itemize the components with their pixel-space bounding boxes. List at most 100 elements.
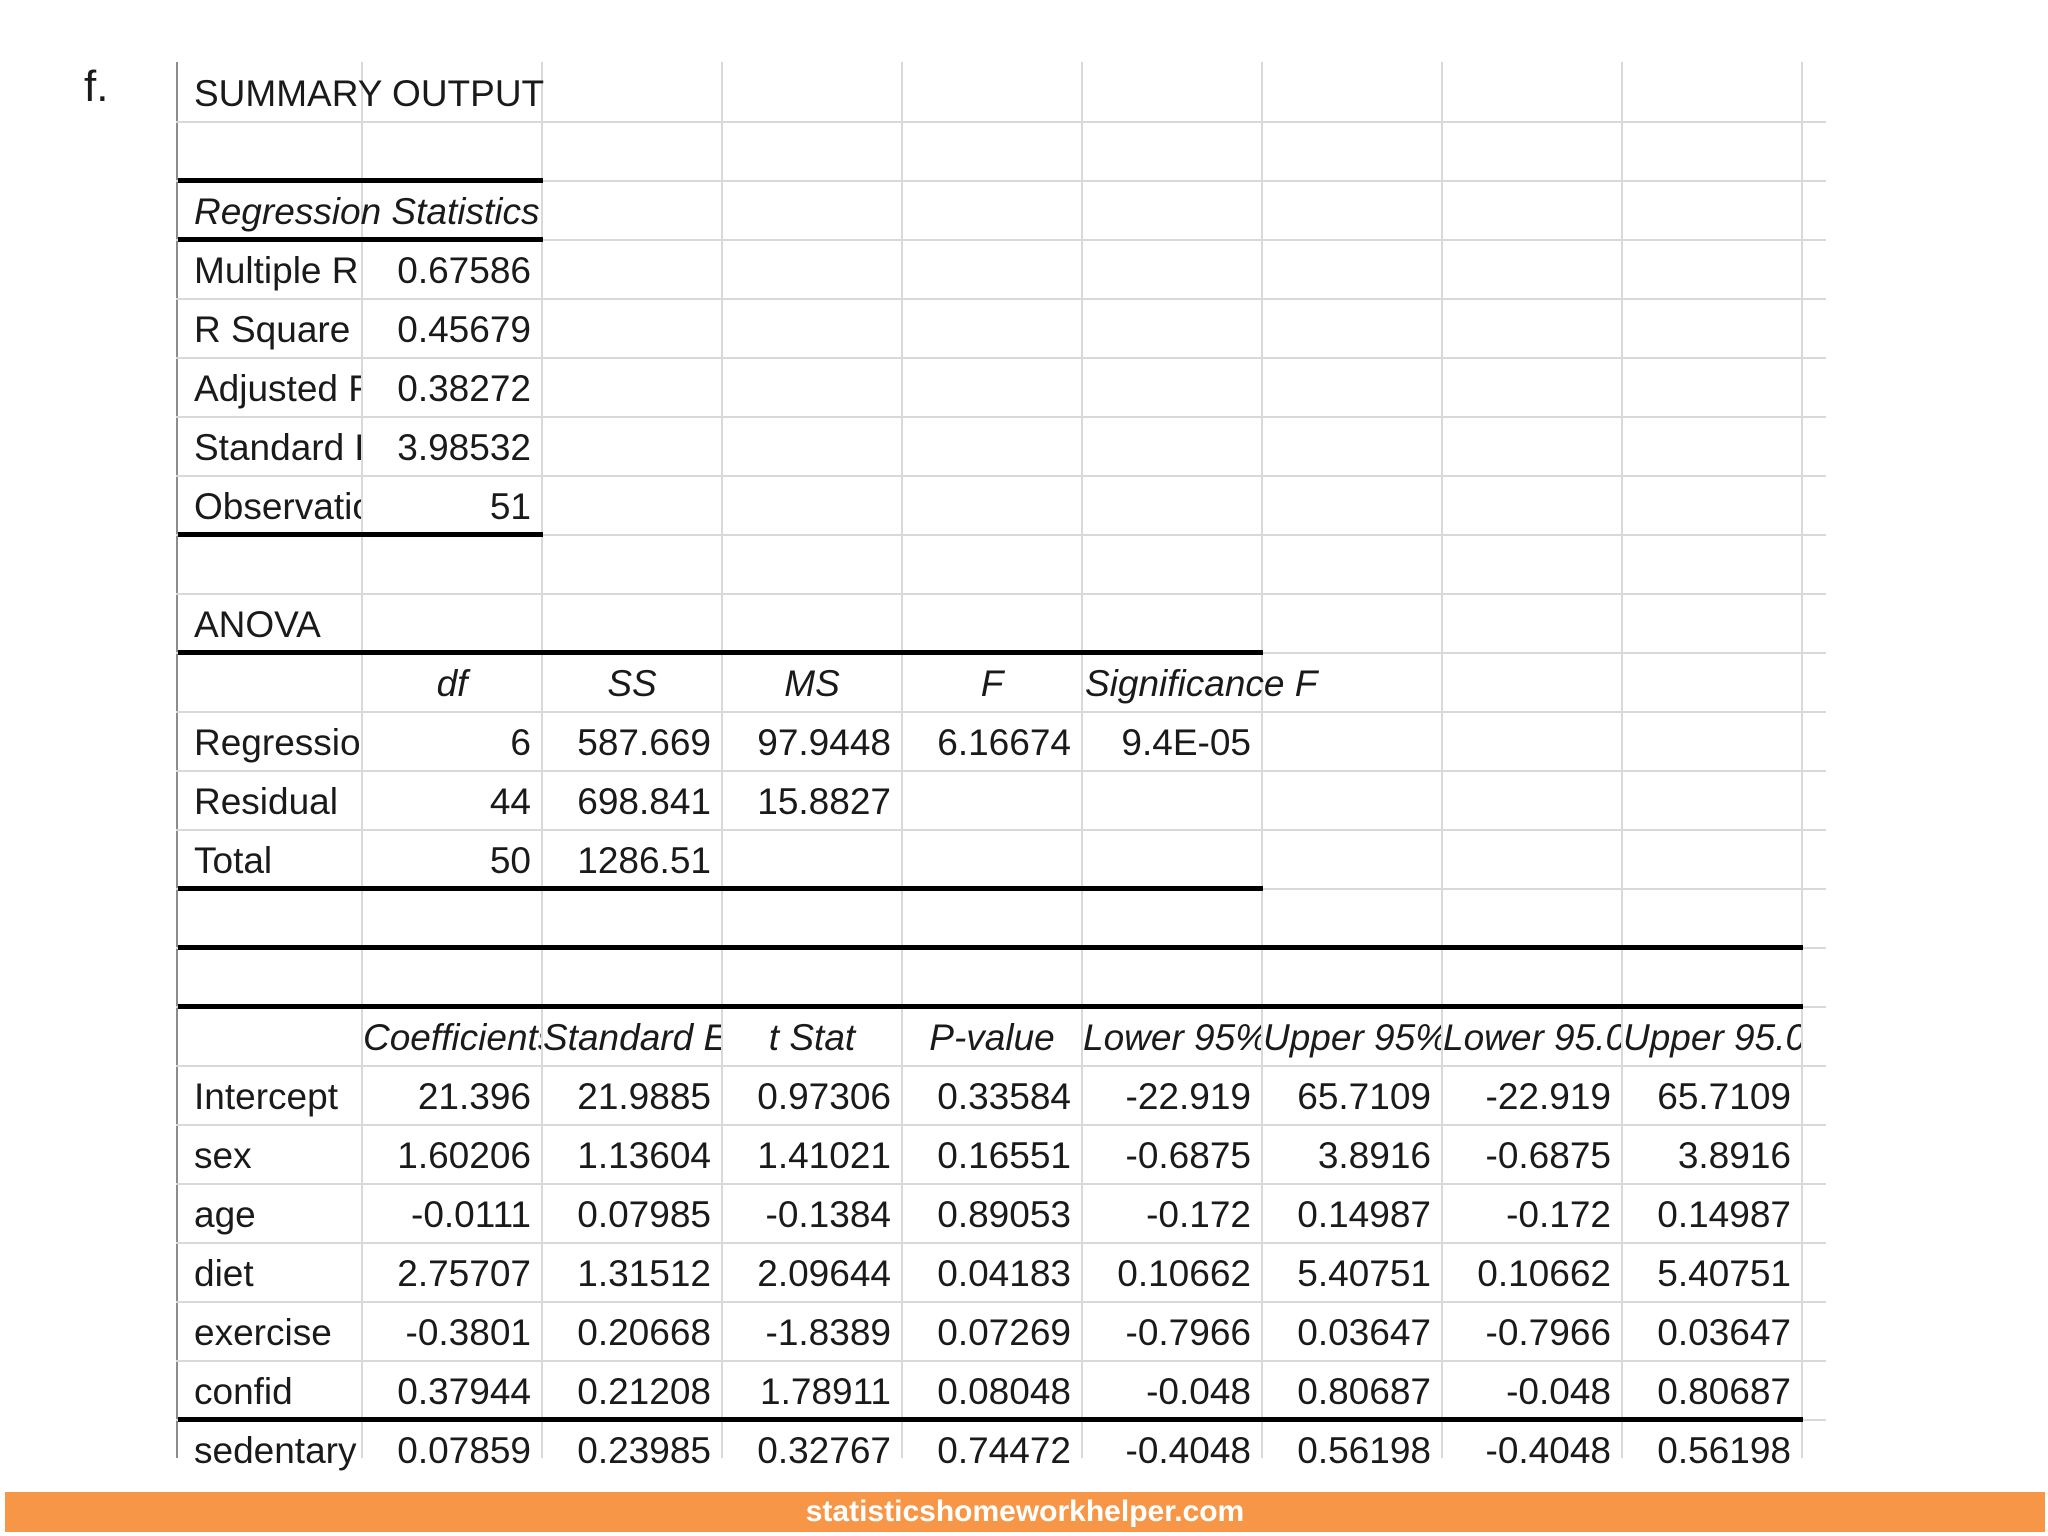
grid-row-line (176, 1065, 1826, 1067)
anova-cell: 50 (489, 840, 531, 881)
coefficient-row-label: age (194, 1194, 256, 1235)
grid-row-line (176, 1124, 1826, 1126)
stat-value: 51 (489, 486, 531, 527)
coefficient-cell: 0.89053 (937, 1194, 1071, 1235)
grid-row-line (176, 298, 1826, 300)
coefficient-cell: 65.7109 (1657, 1076, 1791, 1117)
coefficient-cell: 0.04183 (937, 1253, 1071, 1294)
coefficient-cell: -0.1384 (765, 1194, 892, 1235)
coefficient-cell: 0.32767 (757, 1430, 891, 1471)
coefficient-cell: 1.60206 (397, 1135, 531, 1176)
coefficients-header: Lower 95.0% (1443, 1017, 1621, 1058)
coefficient-cell: 0.20668 (577, 1312, 711, 1353)
coefficient-cell: 1.31512 (577, 1253, 711, 1294)
grid-column-line (541, 62, 543, 1458)
table-border (178, 532, 543, 537)
coefficient-row-label: exercise (194, 1312, 332, 1353)
stat-label: Multiple R (194, 250, 359, 291)
coefficient-row-label: diet (194, 1253, 254, 1294)
coefficient-cell: -22.919 (1125, 1076, 1252, 1117)
grid-column-line (1081, 62, 1083, 1458)
table-border (178, 1417, 1803, 1422)
grid-row-line (176, 593, 1826, 595)
table-border (178, 886, 1263, 891)
coefficient-cell: -22.919 (1485, 1076, 1612, 1117)
coefficients-header: Coefficients (363, 1017, 541, 1058)
coefficient-cell: 0.03647 (1297, 1312, 1431, 1353)
table-border (178, 650, 1263, 655)
anova-header: df (436, 663, 468, 704)
coefficient-cell: -0.048 (1506, 1371, 1611, 1412)
coefficient-cell: 0.97306 (757, 1076, 891, 1117)
coefficient-cell: 0.21208 (577, 1371, 711, 1412)
coefficient-cell: -0.4048 (1485, 1430, 1612, 1471)
grid-column-line (361, 62, 363, 1458)
coefficient-cell: 0.07859 (397, 1430, 531, 1471)
coefficient-cell: -0.6875 (1125, 1135, 1252, 1176)
stat-label: R Square (194, 309, 351, 350)
grid-row-line (176, 711, 1826, 713)
stat-value: 0.67586 (397, 250, 531, 291)
anova-cell: 15.8827 (757, 781, 891, 822)
coefficient-cell: 0.37944 (397, 1371, 531, 1412)
grid-row-line (176, 357, 1826, 359)
coefficient-cell: 0.56198 (1297, 1430, 1431, 1471)
coefficient-cell: 5.40751 (1657, 1253, 1791, 1294)
anova-header: F (980, 663, 1004, 704)
coefficient-cell: 2.75707 (397, 1253, 531, 1294)
table-border (178, 237, 543, 242)
coefficient-cell: 0.10662 (1477, 1253, 1611, 1294)
spreadsheet: SUMMARY OUTPUT Regression Statistics Multi… (176, 62, 1826, 1471)
coefficient-cell: -0.048 (1146, 1371, 1251, 1412)
summary-title: SUMMARY OUTPUT (194, 73, 545, 114)
grid-row-line (176, 1301, 1826, 1303)
grid-column-line (901, 62, 903, 1458)
stat-label: Adjusted R Square (194, 368, 361, 409)
stat-label: Standard Error (194, 427, 361, 468)
coefficient-cell: -0.3801 (405, 1312, 532, 1353)
stat-value: 3.98532 (397, 427, 531, 468)
grid-column-line (1261, 62, 1263, 1458)
coefficient-cell: -1.8389 (765, 1312, 892, 1353)
coefficient-cell: 0.56198 (1657, 1430, 1791, 1471)
grid-row-line (176, 1242, 1826, 1244)
coefficient-cell: 0.16551 (937, 1135, 1071, 1176)
anova-title: ANOVA (194, 604, 321, 645)
coefficient-row-label: Intercept (194, 1076, 338, 1117)
coefficient-cell: 3.8916 (1317, 1135, 1431, 1176)
coefficient-cell: -0.172 (1146, 1194, 1251, 1235)
anova-cell: 6.16674 (937, 722, 1071, 763)
coefficient-cell: 21.9885 (577, 1076, 711, 1117)
grid-row-line (176, 475, 1826, 477)
grid-column-line (1801, 62, 1803, 1458)
coefficient-cell: 0.14987 (1297, 1194, 1431, 1235)
anova-cell: 698.841 (577, 781, 711, 822)
coefficient-row-label: confid (194, 1371, 293, 1412)
grid-row-line (176, 239, 1826, 241)
anova-row-label: Total (194, 840, 273, 881)
table-border (178, 1004, 1803, 1009)
coefficient-cell: 1.13604 (577, 1135, 711, 1176)
grid-column-line (1441, 62, 1443, 1458)
grid-column-line (721, 62, 723, 1458)
regression-statistics-header: Regression Statistics (194, 191, 540, 232)
coefficient-cell: 0.08048 (937, 1371, 1071, 1412)
table-border (178, 945, 1803, 950)
anova-cell: 6 (510, 722, 531, 763)
footer-banner: statisticshomeworkhelper.com (5, 1492, 2045, 1532)
coefficients-header: Upper 95% (1263, 1017, 1441, 1058)
coefficient-cell: -0.172 (1506, 1194, 1611, 1235)
coefficient-cell: 0.03647 (1657, 1312, 1791, 1353)
coefficient-cell: 1.41021 (757, 1135, 891, 1176)
anova-row-label: Regression (194, 722, 361, 763)
grid-row-line (176, 180, 1826, 182)
stat-value: 0.45679 (397, 309, 531, 350)
coefficient-cell: 0.07985 (577, 1194, 711, 1235)
coefficient-cell: 65.7109 (1297, 1076, 1431, 1117)
coefficient-cell: 0.80687 (1657, 1371, 1791, 1412)
coefficient-row-label: sedentary (194, 1430, 357, 1471)
coefficient-cell: 2.09644 (757, 1253, 891, 1294)
coefficient-cell: -0.0111 (411, 1194, 531, 1235)
grid-column-line (176, 62, 178, 1458)
anova-row-label: Residual (194, 781, 338, 822)
